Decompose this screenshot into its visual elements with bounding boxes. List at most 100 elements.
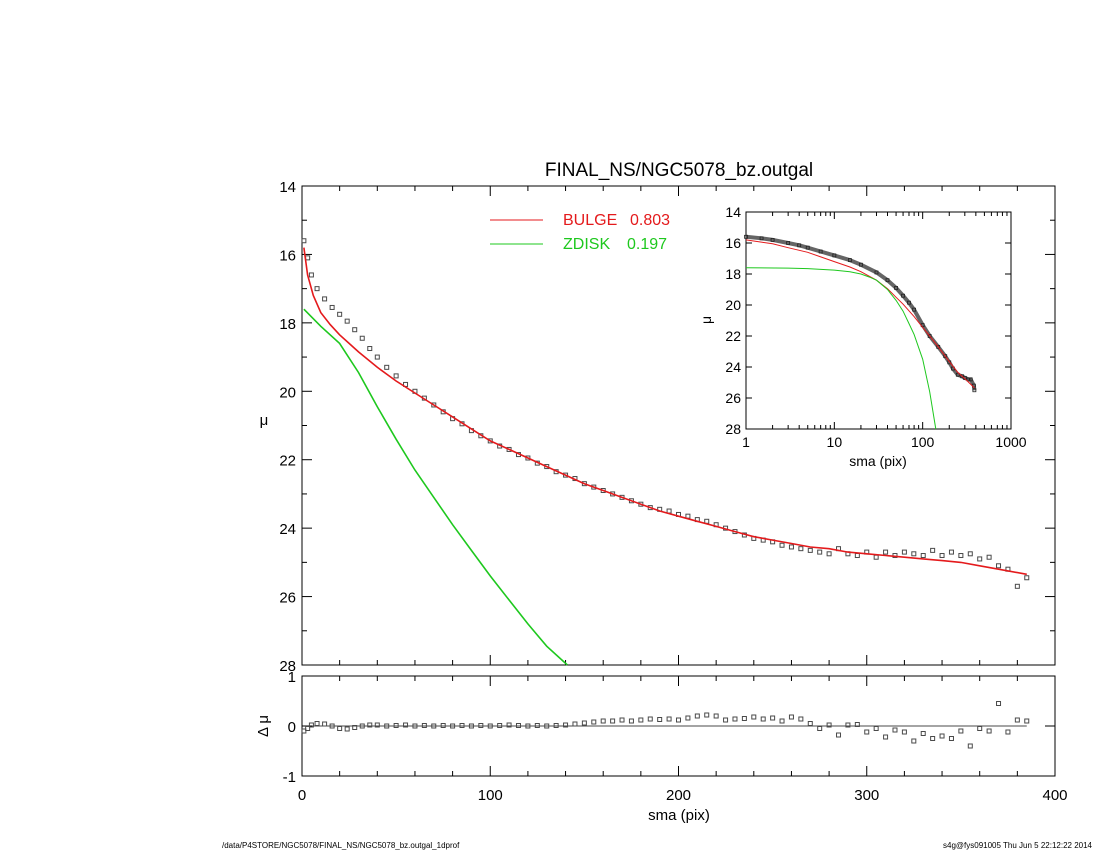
inset-y-tick-label: 18 <box>725 266 741 282</box>
main-y-tick-label: 24 <box>279 521 296 538</box>
inset-x-tick-label: 1000 <box>995 434 1026 450</box>
legend-zdisk-value: 0.197 <box>627 236 667 253</box>
data-point-residual <box>450 723 456 729</box>
main-series-line-zdisk <box>303 308 568 666</box>
data-point-inset <box>770 237 775 242</box>
data-point-residual <box>1014 717 1020 723</box>
data-point-main <box>308 272 314 278</box>
main-y-tick-label: 16 <box>279 247 296 264</box>
data-point-main <box>322 296 328 302</box>
residual-series <box>301 701 1030 749</box>
data-point-main <box>930 547 936 553</box>
residual-panel-x-label: sma (pix) <box>648 807 710 824</box>
inset-x-label: sma (pix) <box>849 453 907 469</box>
data-point-residual <box>440 723 446 728</box>
data-point-residual <box>487 723 493 729</box>
data-point-residual <box>741 716 747 721</box>
data-point-residual <box>572 721 578 727</box>
data-point-residual <box>515 723 521 728</box>
data-point-residual <box>393 723 399 728</box>
data-point-residual <box>367 722 373 728</box>
inset-x-tick-label: 10 <box>827 434 843 450</box>
data-point-main <box>344 318 350 324</box>
data-point-residual <box>854 722 860 727</box>
main-y-tick-label: 22 <box>279 453 296 470</box>
data-point-main <box>883 549 889 555</box>
inset-y-tick-label: 22 <box>725 328 741 344</box>
data-point-residual <box>459 723 465 728</box>
data-point-main <box>854 553 860 559</box>
data-point-main <box>967 551 973 557</box>
data-point-residual <box>836 732 842 738</box>
data-point-residual <box>901 729 907 735</box>
data-point-residual <box>628 718 634 724</box>
main-y-tick-label: 20 <box>279 384 296 401</box>
data-point-residual <box>798 716 804 722</box>
data-point-inset <box>907 300 911 305</box>
data-point-residual <box>996 701 1002 706</box>
footer-file-path: /data/P4STORE/NGC5078/FINAL_NS/NGC5078_b… <box>222 841 460 850</box>
data-point-residual <box>534 723 540 728</box>
data-point-inset <box>943 354 948 359</box>
data-point-residual <box>930 736 936 741</box>
residual-y-tick-label: -1 <box>283 769 296 786</box>
data-point-main <box>487 438 493 444</box>
data-point-inset <box>786 241 791 245</box>
data-point-residual <box>431 723 437 729</box>
data-point-residual <box>770 715 776 721</box>
data-point-residual <box>359 723 365 729</box>
data-point-inset <box>744 234 748 239</box>
data-point-residual <box>337 726 343 731</box>
data-point-residual <box>421 723 427 728</box>
data-point-residual <box>314 721 320 726</box>
data-point-residual <box>977 726 983 731</box>
inset-x-tick-label: 1 <box>742 434 750 450</box>
data-point-residual <box>308 722 314 728</box>
inset-y-tick-label: 16 <box>725 235 741 251</box>
data-point-inset <box>832 253 837 258</box>
data-point-inset <box>874 270 879 275</box>
inset-series <box>744 234 977 430</box>
data-point-residual <box>647 716 653 722</box>
data-point-residual <box>864 729 870 735</box>
main-panel-title: FINAL_NS/NGC5078_bz.outgal <box>545 160 813 181</box>
data-point-main <box>920 553 926 559</box>
residual-panel-y-label: Δ μ <box>255 715 272 737</box>
data-point-residual <box>403 722 409 728</box>
data-point-main <box>807 547 813 553</box>
data-point-inset <box>885 278 890 283</box>
inset-y-tick-label: 14 <box>725 204 741 220</box>
residual-x-tick-label: 200 <box>666 787 691 804</box>
data-point-main <box>779 542 785 548</box>
data-point-residual <box>553 723 559 728</box>
data-point-residual <box>694 713 700 719</box>
inset-y-label: μ <box>698 316 714 324</box>
data-point-residual <box>581 720 587 726</box>
data-point-residual <box>948 736 954 741</box>
data-point-main <box>563 472 569 478</box>
residual-x-tick-label: 300 <box>854 787 879 804</box>
data-point-residual <box>873 726 879 731</box>
main-plot-series <box>301 238 1030 666</box>
data-point-residual <box>986 728 992 734</box>
data-point-main <box>301 238 307 244</box>
data-point-residual <box>305 726 311 731</box>
inset-y-tick-label: 26 <box>725 390 741 406</box>
data-point-main <box>873 554 879 560</box>
data-point-inset <box>759 236 764 241</box>
data-point-inset <box>859 262 863 267</box>
data-point-residual <box>563 722 569 728</box>
data-point-residual <box>468 723 474 729</box>
data-point-residual <box>374 722 380 728</box>
data-point-residual <box>883 734 889 740</box>
data-point-residual <box>826 722 832 728</box>
data-point-residual <box>329 723 335 729</box>
data-point-inset <box>927 334 932 338</box>
residual-x-tick-label: 100 <box>478 787 503 804</box>
data-point-residual <box>600 718 606 724</box>
data-point-main <box>901 549 907 555</box>
data-point-main <box>1014 583 1020 589</box>
data-point-residual <box>807 721 813 726</box>
data-point-main <box>788 544 794 550</box>
